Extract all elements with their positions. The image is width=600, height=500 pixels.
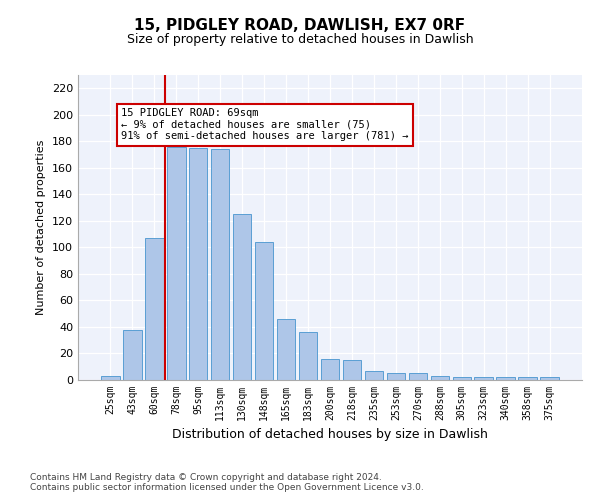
Bar — [233, 214, 251, 380]
Bar — [320, 359, 340, 380]
Bar — [541, 378, 559, 380]
Bar — [145, 238, 164, 380]
Bar — [123, 330, 142, 380]
Bar — [167, 146, 185, 380]
Text: Contains HM Land Registry data © Crown copyright and database right 2024.: Contains HM Land Registry data © Crown c… — [30, 473, 382, 482]
Bar — [211, 150, 229, 380]
Text: Contains public sector information licensed under the Open Government Licence v3: Contains public sector information licen… — [30, 483, 424, 492]
Text: 15 PIDGLEY ROAD: 69sqm
← 9% of detached houses are smaller (75)
91% of semi-deta: 15 PIDGLEY ROAD: 69sqm ← 9% of detached … — [121, 108, 409, 142]
Bar — [475, 378, 493, 380]
Bar — [101, 376, 119, 380]
Text: 15, PIDGLEY ROAD, DAWLISH, EX7 0RF: 15, PIDGLEY ROAD, DAWLISH, EX7 0RF — [134, 18, 466, 32]
Bar — [431, 376, 449, 380]
Bar — [277, 319, 295, 380]
Bar — [299, 332, 317, 380]
Bar — [365, 370, 383, 380]
Bar — [255, 242, 274, 380]
Bar — [189, 148, 208, 380]
Bar — [409, 374, 427, 380]
X-axis label: Distribution of detached houses by size in Dawlish: Distribution of detached houses by size … — [172, 428, 488, 442]
Bar — [452, 378, 471, 380]
Text: Size of property relative to detached houses in Dawlish: Size of property relative to detached ho… — [127, 32, 473, 46]
Bar — [386, 374, 405, 380]
Bar — [343, 360, 361, 380]
Y-axis label: Number of detached properties: Number of detached properties — [37, 140, 46, 315]
Bar — [518, 378, 537, 380]
Bar — [496, 378, 515, 380]
